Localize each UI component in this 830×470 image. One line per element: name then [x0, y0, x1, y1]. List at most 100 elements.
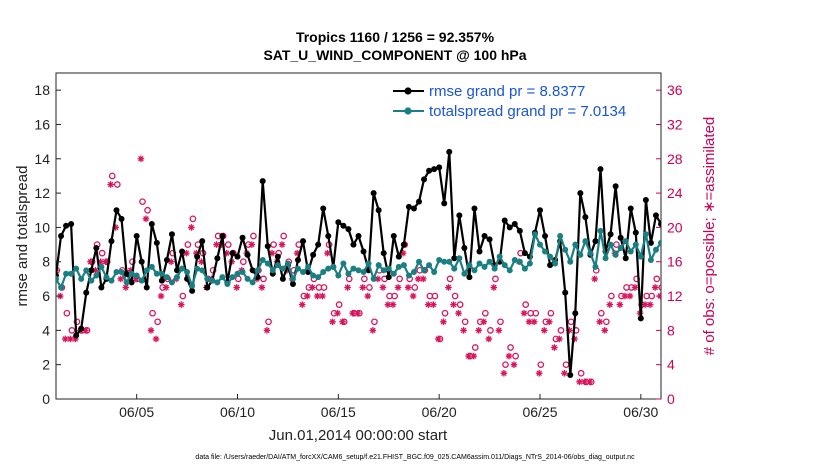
- spread-point: [199, 267, 206, 274]
- obs-assimilated-marker: [309, 284, 316, 291]
- rmse-point: [380, 250, 387, 257]
- obs-assimilated-marker: [677, 310, 684, 317]
- spread-point: [148, 263, 155, 270]
- rmse-point: [204, 284, 211, 291]
- obs-assimilated-marker: [798, 344, 805, 351]
- rmse-point: [234, 253, 241, 260]
- obs-assimilated-marker: [147, 327, 155, 334]
- spread-point: [400, 262, 407, 269]
- spread-point: [194, 265, 201, 272]
- spread-point: [451, 265, 458, 272]
- rmse-point: [693, 267, 699, 273]
- obs-assimilated-marker: [445, 284, 452, 291]
- rmse-point: [486, 236, 493, 243]
- obs-assimilated-marker: [505, 352, 513, 360]
- rmse-point: [390, 233, 397, 239]
- obs-assimilated-marker: [763, 284, 770, 291]
- rmse-point: [542, 233, 549, 239]
- x-axis-label: Jun.01,2014 00:00:00 start: [269, 427, 448, 444]
- obs-possible-marker: [730, 328, 735, 333]
- spread-point: [143, 267, 150, 274]
- rmse-point: [274, 253, 281, 260]
- spread-point: [416, 258, 422, 265]
- spread-point: [219, 274, 226, 281]
- spread-point: [289, 275, 296, 282]
- obs-assimilated-marker: [551, 344, 558, 351]
- spread-point: [597, 227, 604, 234]
- rmse-point: [734, 276, 740, 282]
- spread-point: [647, 257, 654, 264]
- rmse-point: [612, 183, 619, 190]
- rmse-point: [642, 196, 649, 203]
- obs-assimilated-marker: [324, 249, 331, 257]
- obs-assimilated-marker: [142, 215, 150, 223]
- spread-point: [552, 260, 559, 267]
- rmse-point: [809, 188, 815, 194]
- rmse-point: [436, 164, 443, 171]
- obs-assimilated-marker: [404, 284, 412, 291]
- spread-point: [441, 258, 448, 265]
- y2-tick-label: 0: [667, 391, 675, 407]
- spread-point: [254, 267, 261, 274]
- obs-possible-marker: [532, 309, 540, 317]
- spread-point: [355, 267, 362, 274]
- rmse-point: [688, 257, 694, 263]
- obs-possible-marker: [224, 241, 232, 248]
- obs-possible-marker: [694, 285, 699, 290]
- spread-point: [284, 260, 291, 267]
- spread-point: [794, 178, 800, 184]
- obs-assimilated-marker: [369, 327, 377, 334]
- spread-point: [637, 253, 644, 260]
- spread-point: [128, 270, 135, 277]
- rmse-point: [143, 284, 150, 291]
- y-tick-label: 2: [42, 357, 50, 373]
- rmse-point: [395, 253, 402, 260]
- rmse-point: [774, 290, 780, 296]
- spread-point: [461, 270, 468, 277]
- rmse-point: [421, 176, 428, 183]
- obs-assimilated-marker: [480, 318, 488, 326]
- spread-point: [562, 246, 569, 253]
- obs-assimilated-marker: [198, 258, 205, 266]
- obs-assimilated-marker: [626, 292, 634, 300]
- obs-assimilated-marker: [263, 327, 271, 334]
- obs-possible-marker: [250, 232, 257, 240]
- obs-assimilated-marker: [606, 301, 614, 308]
- spread-point: [325, 265, 332, 272]
- spread-point: [189, 282, 196, 289]
- rmse-point: [113, 207, 120, 214]
- obs-assimilated-marker: [651, 284, 659, 291]
- legend-spread-marker: [404, 107, 412, 115]
- obs-possible-marker: [790, 345, 795, 350]
- obs-assimilated-marker: [339, 318, 346, 326]
- spread-point: [274, 262, 281, 269]
- obs-possible-marker: [320, 284, 328, 291]
- rmse-point: [804, 281, 810, 287]
- rmse-point: [239, 234, 246, 241]
- spread-point: [754, 240, 760, 246]
- y-tick-label: 16: [34, 116, 50, 132]
- x-tick-label: 06/25: [522, 404, 557, 420]
- y2-tick-label: 16: [667, 254, 683, 270]
- obs-possible-marker: [720, 319, 725, 324]
- obs-possible-marker: [144, 206, 151, 214]
- rmse-point: [652, 212, 659, 219]
- spread-point: [204, 275, 211, 282]
- spread-point: [516, 258, 523, 265]
- spread-point: [582, 238, 589, 245]
- obs-assimilated-marker: [152, 335, 160, 343]
- spread-point: [365, 260, 372, 267]
- obs-assimilated-marker: [540, 327, 548, 334]
- obs-assimilated-marker: [788, 353, 795, 360]
- rmse-point: [416, 198, 422, 205]
- obs-possible-marker: [497, 318, 504, 326]
- obs-possible-marker: [577, 369, 585, 377]
- spread-point: [602, 255, 609, 262]
- obs-possible-marker: [745, 362, 750, 367]
- rmse-point: [88, 267, 95, 274]
- y-tick-label: 4: [42, 322, 50, 338]
- spread-point: [824, 243, 830, 249]
- obs-assimilated-marker: [733, 344, 740, 351]
- spread-point: [78, 275, 85, 282]
- y2-tick-label: 28: [667, 151, 683, 167]
